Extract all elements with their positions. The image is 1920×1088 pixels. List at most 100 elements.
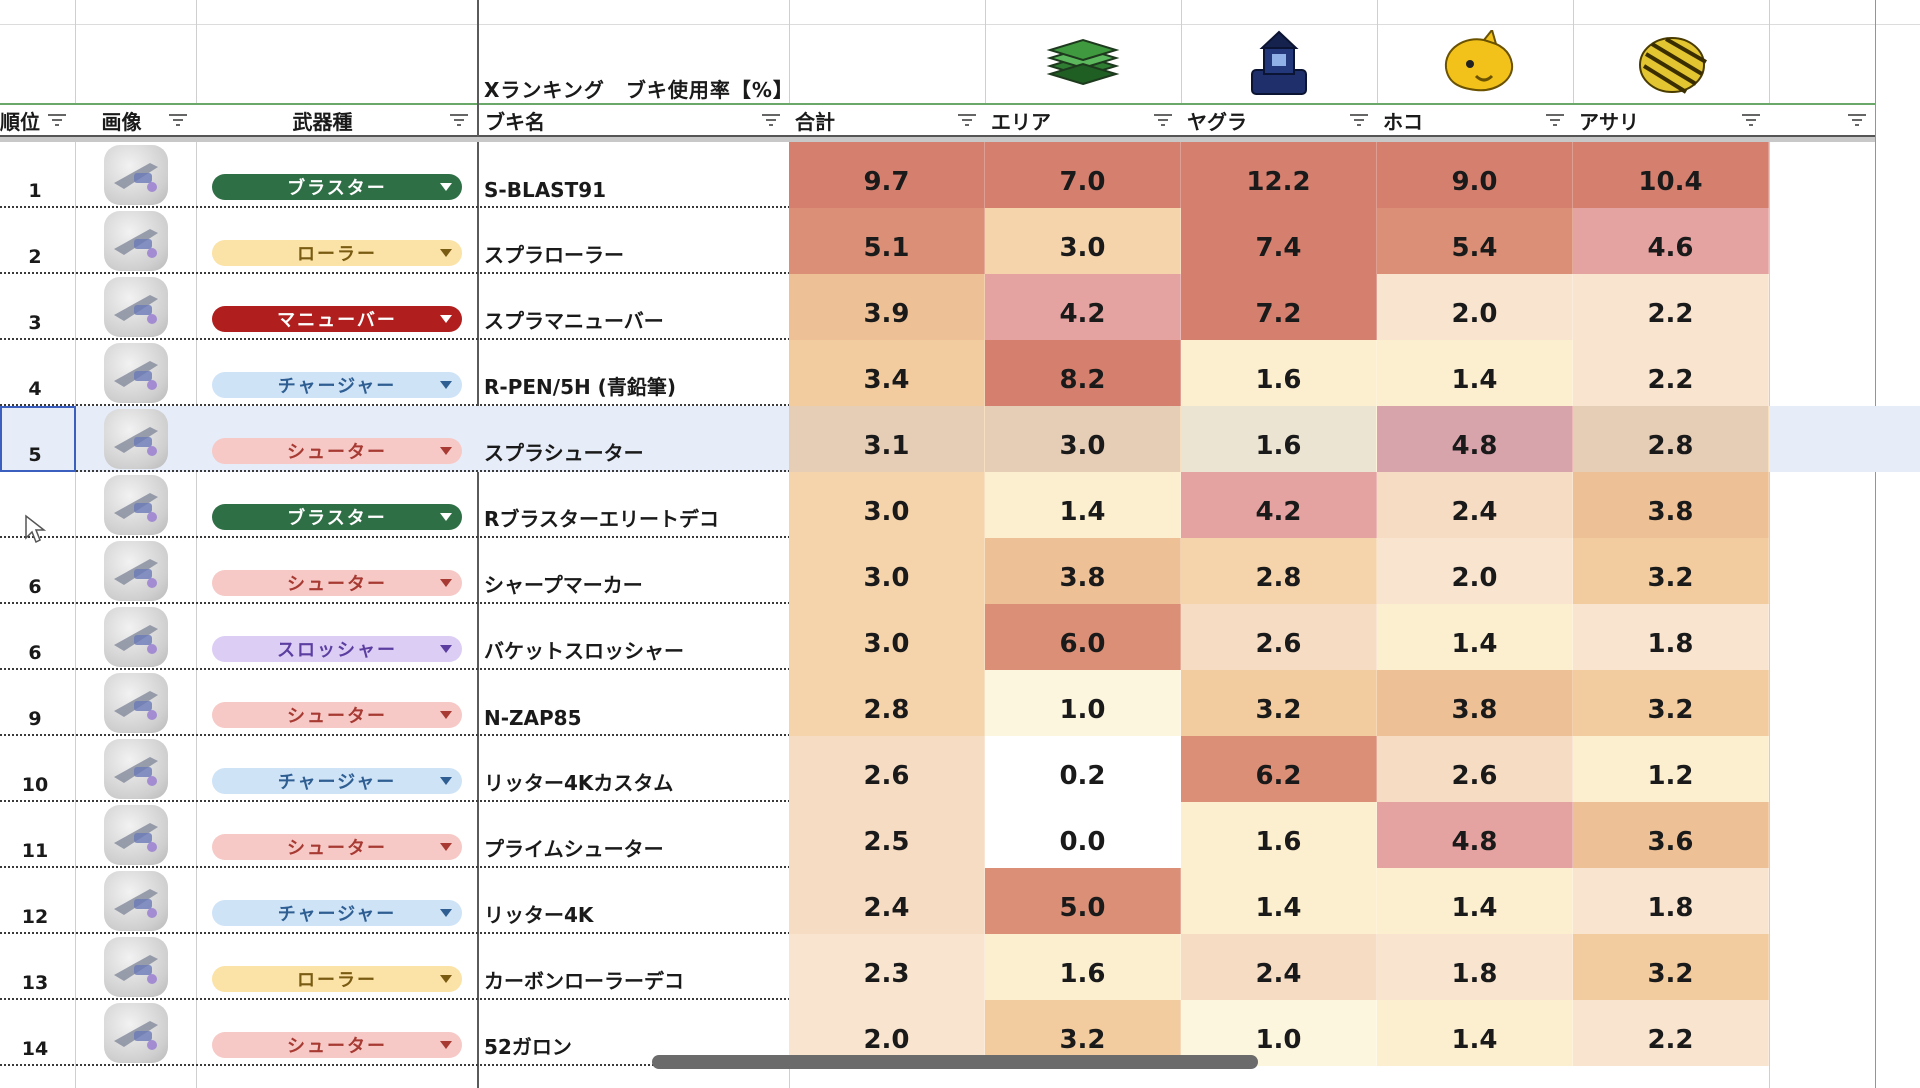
rank-cell[interactable]: 13 <box>21 972 49 994</box>
asari-cell[interactable]: 4.6 <box>1573 208 1769 274</box>
header-area[interactable]: エリア <box>985 103 1181 137</box>
weapon-image[interactable] <box>104 541 168 601</box>
table-row[interactable]: 2 ローラー スプラローラー 5.1 3.0 7.4 5.4 4.6 <box>0 208 1920 274</box>
hoko-cell[interactable]: 9.0 <box>1377 142 1573 208</box>
rank-cell[interactable]: 1 <box>28 180 42 202</box>
weapon-image[interactable] <box>104 409 168 469</box>
yagura-cell[interactable]: 7.2 <box>1181 274 1377 340</box>
header-image[interactable]: 画像 <box>75 103 196 137</box>
yagura-cell[interactable]: 1.6 <box>1181 802 1377 868</box>
table-row[interactable]: 4 チャージャー R-PEN/5H (青鉛筆) 3.4 8.2 1.6 1.4 2.2 <box>0 340 1920 406</box>
weapon-name-cell[interactable]: S-BLAST91 <box>484 178 607 202</box>
rank-cell[interactable]: 10 <box>21 774 49 796</box>
area-cell[interactable]: 0.2 <box>985 736 1181 802</box>
hoko-cell[interactable]: 1.4 <box>1377 1000 1573 1066</box>
yagura-cell[interactable]: 1.6 <box>1181 340 1377 406</box>
weapon-name-cell[interactable]: R-PEN/5H (青鉛筆) <box>484 375 676 399</box>
weapon-name-cell[interactable]: リッター4K <box>484 903 594 927</box>
dropdown-arrow-icon[interactable] <box>440 645 452 653</box>
dropdown-arrow-icon[interactable] <box>440 315 452 323</box>
weapon-type-dropdown[interactable]: シューター <box>212 570 462 596</box>
table-row[interactable]: 12 チャージャー リッター4K 2.4 5.0 1.4 1.4 1.8 <box>0 868 1920 934</box>
dropdown-arrow-icon[interactable] <box>440 579 452 587</box>
filter-icon[interactable] <box>957 113 977 127</box>
total-cell[interactable]: 2.6 <box>789 736 985 802</box>
hoko-cell[interactable]: 1.8 <box>1377 934 1573 1000</box>
total-cell[interactable]: 3.4 <box>789 340 985 406</box>
total-cell[interactable]: 3.0 <box>789 604 985 670</box>
weapon-image[interactable] <box>104 475 168 535</box>
hoko-cell[interactable]: 2.0 <box>1377 538 1573 604</box>
weapon-name-cell[interactable]: Rブラスターエリートデコ <box>484 507 720 531</box>
filter-icon[interactable] <box>1153 113 1173 127</box>
filter-icon[interactable] <box>449 113 469 127</box>
area-cell[interactable]: 1.0 <box>985 670 1181 736</box>
filter-icon[interactable] <box>1349 113 1369 127</box>
yagura-cell[interactable]: 4.2 <box>1181 472 1377 538</box>
weapon-name-cell[interactable]: シャープマーカー <box>484 573 643 597</box>
total-cell[interactable]: 2.3 <box>789 934 985 1000</box>
weapon-type-dropdown[interactable]: シューター <box>212 834 462 860</box>
weapon-type-dropdown[interactable]: チャージャー <box>212 768 462 794</box>
hoko-cell[interactable]: 4.8 <box>1377 406 1573 472</box>
header-rank[interactable]: 順位 <box>0 103 75 137</box>
asari-cell[interactable]: 3.6 <box>1573 802 1769 868</box>
area-cell[interactable]: 1.4 <box>985 472 1181 538</box>
filter-icon[interactable] <box>761 113 781 127</box>
asari-cell[interactable]: 2.8 <box>1573 406 1769 472</box>
rank-cell[interactable]: 2 <box>28 246 42 268</box>
yagura-cell[interactable]: 3.2 <box>1181 670 1377 736</box>
table-row[interactable]: 9 シューター N-ZAP85 2.8 1.0 3.2 3.8 3.2 <box>0 670 1920 736</box>
yagura-cell[interactable]: 7.4 <box>1181 208 1377 274</box>
weapon-image[interactable] <box>104 871 168 931</box>
rank-cell[interactable]: 5 <box>28 444 42 466</box>
table-row[interactable]: 13 ローラー カーボンローラーデコ 2.3 1.6 2.4 1.8 3.2 <box>0 934 1920 1000</box>
table-row[interactable]: 11 シューター プライムシューター 2.5 0.0 1.6 4.8 3.6 <box>0 802 1920 868</box>
horizontal-scrollbar[interactable] <box>652 1055 1258 1069</box>
frozen-row-divider[interactable] <box>0 137 1875 142</box>
asari-cell[interactable]: 10.4 <box>1573 142 1769 208</box>
table-row[interactable]: 6 シューター シャープマーカー 3.0 3.8 2.8 2.0 3.2 <box>0 538 1920 604</box>
weapon-image[interactable] <box>104 937 168 997</box>
weapon-type-dropdown[interactable]: マニューバー <box>212 306 462 332</box>
hoko-cell[interactable]: 3.8 <box>1377 670 1573 736</box>
dropdown-arrow-icon[interactable] <box>440 711 452 719</box>
weapon-name-cell[interactable]: リッター4Kカスタム <box>484 771 674 795</box>
table-row[interactable]: 14 シューター 52ガロン 2.0 3.2 1.0 1.4 2.2 <box>0 1000 1920 1066</box>
dropdown-arrow-icon[interactable] <box>440 513 452 521</box>
dropdown-arrow-icon[interactable] <box>440 843 452 851</box>
hoko-cell[interactable]: 2.0 <box>1377 274 1573 340</box>
weapon-type-dropdown[interactable]: スロッシャー <box>212 636 462 662</box>
weapon-name-cell[interactable]: スプラマニューバー <box>484 309 664 333</box>
weapon-name-cell[interactable]: スプラシューター <box>484 441 644 465</box>
area-cell[interactable]: 5.0 <box>985 868 1181 934</box>
header-total[interactable]: 合計 <box>789 103 985 137</box>
area-cell[interactable]: 6.0 <box>985 604 1181 670</box>
area-cell[interactable]: 1.6 <box>985 934 1181 1000</box>
asari-cell[interactable]: 3.2 <box>1573 670 1769 736</box>
rank-cell[interactable]: 4 <box>28 378 42 400</box>
total-cell[interactable]: 2.8 <box>789 670 985 736</box>
weapon-name-cell[interactable]: バケットスロッシャー <box>484 639 684 663</box>
total-cell[interactable]: 9.7 <box>789 142 985 208</box>
weapon-image[interactable] <box>104 343 168 403</box>
hoko-cell[interactable]: 2.6 <box>1377 736 1573 802</box>
area-cell[interactable]: 4.2 <box>985 274 1181 340</box>
rank-cell[interactable]: 12 <box>21 906 49 928</box>
hoko-cell[interactable]: 1.4 <box>1377 604 1573 670</box>
header-hoko[interactable]: ホコ <box>1377 103 1573 137</box>
weapon-name-cell[interactable]: 52ガロン <box>484 1035 572 1059</box>
total-cell[interactable]: 3.0 <box>789 472 985 538</box>
rank-cell[interactable]: 6 <box>28 576 42 598</box>
asari-cell[interactable]: 2.2 <box>1573 340 1769 406</box>
filter-icon[interactable] <box>168 113 188 127</box>
area-cell[interactable]: 3.8 <box>985 538 1181 604</box>
weapon-image[interactable] <box>104 1003 168 1063</box>
table-row[interactable]: 1 ブラスター S-BLAST91 9.7 7.0 12.2 9.0 10.4 <box>0 142 1920 208</box>
filter-icon[interactable] <box>1545 113 1565 127</box>
dropdown-arrow-icon[interactable] <box>440 1041 452 1049</box>
weapon-type-dropdown[interactable]: シューター <box>212 702 462 728</box>
total-cell[interactable]: 2.4 <box>789 868 985 934</box>
filter-icon[interactable] <box>1741 113 1761 127</box>
total-cell[interactable]: 3.9 <box>789 274 985 340</box>
